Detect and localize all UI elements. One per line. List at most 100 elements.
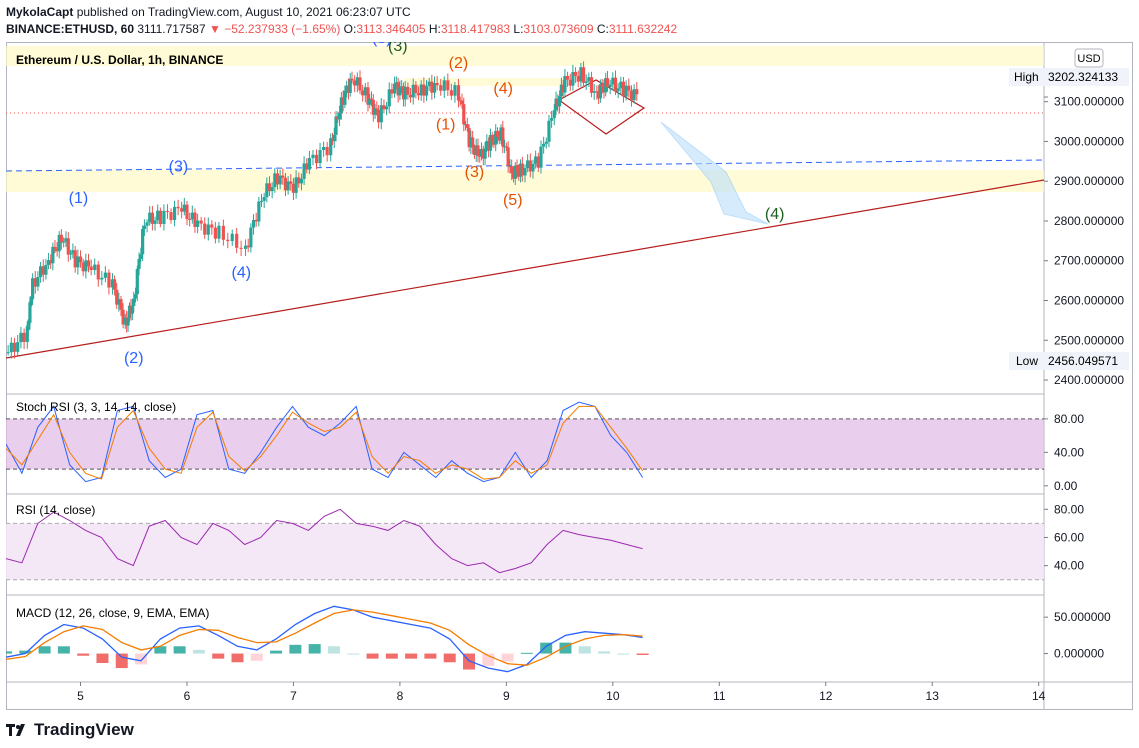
candle-body xyxy=(210,224,214,228)
candle-body xyxy=(291,183,296,193)
candle-body xyxy=(366,87,370,105)
candle-body xyxy=(479,148,484,157)
time-tick-label: 5 xyxy=(77,689,84,703)
candle-body xyxy=(495,130,500,137)
macd-histogram-bar xyxy=(501,653,514,662)
macd-histogram-bar xyxy=(289,644,302,654)
candle-body xyxy=(427,81,431,87)
rsi-series xyxy=(5,508,643,574)
time-tick-label: 10 xyxy=(606,689,620,703)
candle-body xyxy=(353,80,357,86)
time-tick-label: 9 xyxy=(503,689,510,703)
author-name[interactable]: MykolaCapt xyxy=(6,5,74,19)
time-axis[interactable]: 5 6 7 8 9 10 11 12 13 14 xyxy=(77,682,1046,703)
candle-body xyxy=(573,71,578,76)
wave-label: (3) xyxy=(465,164,485,181)
candle-body xyxy=(504,146,508,148)
candle-body xyxy=(203,223,207,235)
time-tick-label: 14 xyxy=(1032,689,1046,703)
candle-body xyxy=(526,160,530,169)
candle-body xyxy=(422,84,426,96)
main-price-pane[interactable]: (1)(2)(3)(4)(5)(3)(2)(1)(4)(3)(5)(4) Eth… xyxy=(5,30,1129,387)
macd-axis: 50.000000 0.000000 xyxy=(1044,610,1111,661)
candle-body xyxy=(556,98,560,107)
macd-histogram-bar xyxy=(173,646,186,654)
candle-body xyxy=(494,130,498,145)
candle-body xyxy=(515,165,519,172)
candle-body xyxy=(267,183,272,192)
candle-body xyxy=(371,99,375,115)
candle-body xyxy=(270,187,274,192)
currency-box[interactable] xyxy=(1074,48,1104,68)
candle-body xyxy=(613,77,618,92)
candle-body xyxy=(396,82,400,96)
candle-body xyxy=(141,229,145,255)
candle-body xyxy=(350,78,354,81)
candle-body xyxy=(16,342,20,352)
oscillator-line xyxy=(5,401,644,483)
candle-body xyxy=(446,80,450,91)
candle-body xyxy=(531,163,535,172)
high-badge xyxy=(1009,68,1129,86)
candle-body xyxy=(563,76,567,93)
candle-body xyxy=(385,106,389,110)
candle-body xyxy=(193,212,197,227)
candle-body xyxy=(12,342,17,352)
candle-body xyxy=(235,233,239,248)
candle-body xyxy=(595,91,599,93)
macd-line xyxy=(5,605,643,673)
candle-body xyxy=(463,124,468,126)
candle-body xyxy=(544,141,548,144)
candle-body xyxy=(30,298,34,301)
rsi-pane[interactable]: RSI (14, close) 80.00 60.00 40.00 xyxy=(5,502,1084,581)
candle-body xyxy=(341,97,345,105)
candle-body xyxy=(368,98,372,105)
candle-body xyxy=(456,85,461,101)
candle-body xyxy=(49,260,53,264)
candle-body xyxy=(29,300,33,303)
candle-body xyxy=(348,78,352,93)
candle-body xyxy=(283,177,288,191)
candle-body xyxy=(373,108,377,115)
wave-label: (3) xyxy=(388,42,408,55)
candle-body xyxy=(508,166,512,168)
candle-body xyxy=(598,84,603,99)
candle-body xyxy=(471,137,475,148)
macd-histogram-bar xyxy=(19,650,32,654)
candle-body xyxy=(188,218,192,220)
wave-label: (2) xyxy=(124,350,144,367)
candle-body xyxy=(165,210,170,213)
candle-body xyxy=(278,175,282,185)
candle-body xyxy=(589,77,594,93)
candle-body xyxy=(53,246,57,249)
wave-label: (2) xyxy=(449,55,469,72)
price-axis[interactable]: 2400.000000 2500.000000 2600.000000 2700.00… xyxy=(1044,95,1124,387)
oscillator-tick-label: 80.00 xyxy=(1054,412,1084,426)
footer-brand[interactable]: TradingView xyxy=(6,720,134,740)
chart-svg[interactable]: (1)(2)(3)(4)(5)(3)(2)(1)(4)(3)(5)(4) Eth… xyxy=(0,30,1133,710)
macd-pane[interactable]: MACD (12, 26, close, 9, EMA, EMA) 50.000… xyxy=(0,605,1111,673)
oscillator-tick-label: 40.00 xyxy=(1054,559,1084,573)
candle-body xyxy=(329,138,333,156)
candle-body xyxy=(600,84,604,87)
candle-body xyxy=(239,247,243,249)
candle-body xyxy=(408,94,413,98)
candle-body xyxy=(73,250,77,268)
wave-label: (1) xyxy=(69,190,89,207)
candle-body xyxy=(330,138,335,142)
published-text: published on TradingView.com, August 10,… xyxy=(76,5,411,19)
macd-series xyxy=(5,605,643,673)
chart-frame[interactable]: (1)(2)(3)(4)(5)(3)(2)(1)(4)(3)(5)(4) Eth… xyxy=(0,30,1133,710)
candle-body xyxy=(345,85,349,91)
down-triangle-icon: ▼ xyxy=(209,22,221,36)
candle-body xyxy=(221,225,225,240)
stoch-rsi-pane[interactable]: Stoch RSI (3, 3, 14, 14, close) 80.00 40.… xyxy=(5,400,1084,493)
candle-body xyxy=(297,177,301,184)
macd-histogram-bar xyxy=(0,651,12,654)
candle-body xyxy=(44,264,48,275)
candle-body xyxy=(119,299,123,310)
candle-body xyxy=(213,227,217,239)
candle-body xyxy=(206,224,210,235)
symbol-line: BINANCE:ETHUSD, 60 xyxy=(6,22,135,36)
candle-body xyxy=(416,93,421,96)
